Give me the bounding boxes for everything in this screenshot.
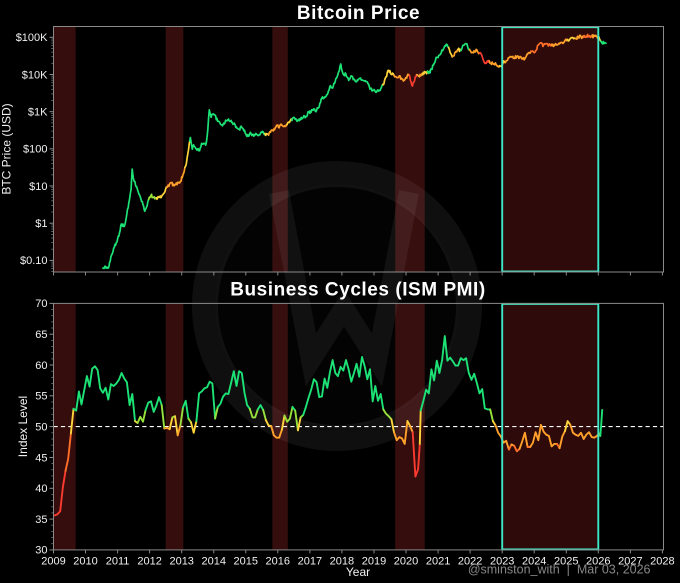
svg-text:50: 50 xyxy=(35,421,47,433)
svg-text:30: 30 xyxy=(35,545,47,557)
svg-text:$1: $1 xyxy=(35,218,47,230)
svg-text:Bitcoin Price: Bitcoin Price xyxy=(297,3,420,24)
svg-text:$100: $100 xyxy=(23,144,47,156)
svg-text:$100K: $100K xyxy=(16,32,48,44)
svg-text:2027: 2027 xyxy=(618,555,642,567)
svg-text:Year: Year xyxy=(346,565,370,579)
svg-text:2012: 2012 xyxy=(137,555,161,567)
svg-text:$10K: $10K xyxy=(22,69,48,81)
svg-text:2017: 2017 xyxy=(298,555,322,567)
svg-text:2026: 2026 xyxy=(586,555,610,567)
svg-text:$10: $10 xyxy=(29,181,47,193)
svg-text:2013: 2013 xyxy=(169,555,193,567)
svg-text:2023: 2023 xyxy=(490,555,514,567)
svg-text:2016: 2016 xyxy=(266,555,290,567)
svg-text:2015: 2015 xyxy=(234,555,258,567)
svg-text:2009: 2009 xyxy=(41,555,65,567)
svg-text:2018: 2018 xyxy=(330,555,354,567)
svg-text:$0.10: $0.10 xyxy=(20,255,48,267)
svg-text:BTC Price (USD): BTC Price (USD) xyxy=(0,103,14,194)
svg-text:2022: 2022 xyxy=(458,555,482,567)
svg-text:2011: 2011 xyxy=(106,555,130,567)
svg-text:@sminston_with | Mar 03, 202: @sminston_with | Mar 03, 2026 xyxy=(468,563,651,577)
svg-text:2021: 2021 xyxy=(426,555,450,567)
svg-text:2028: 2028 xyxy=(650,555,674,567)
svg-text:70: 70 xyxy=(35,298,47,310)
svg-text:45: 45 xyxy=(35,452,47,464)
svg-text:2020: 2020 xyxy=(394,555,418,567)
svg-text:2014: 2014 xyxy=(202,555,226,567)
svg-text:40: 40 xyxy=(35,483,47,495)
svg-text:55: 55 xyxy=(35,391,47,403)
svg-text:2010: 2010 xyxy=(73,555,97,567)
svg-text:65: 65 xyxy=(35,329,47,341)
svg-text:60: 60 xyxy=(35,360,47,372)
svg-text:35: 35 xyxy=(35,514,47,526)
svg-text:Business Cycles (ISM PMI): Business Cycles (ISM PMI) xyxy=(230,280,486,301)
svg-text:Index Level: Index Level xyxy=(16,396,30,457)
svg-text:2024: 2024 xyxy=(522,555,546,567)
svg-text:2025: 2025 xyxy=(554,555,578,567)
svg-text:$1K: $1K xyxy=(28,107,48,119)
svg-text:2019: 2019 xyxy=(362,555,386,567)
